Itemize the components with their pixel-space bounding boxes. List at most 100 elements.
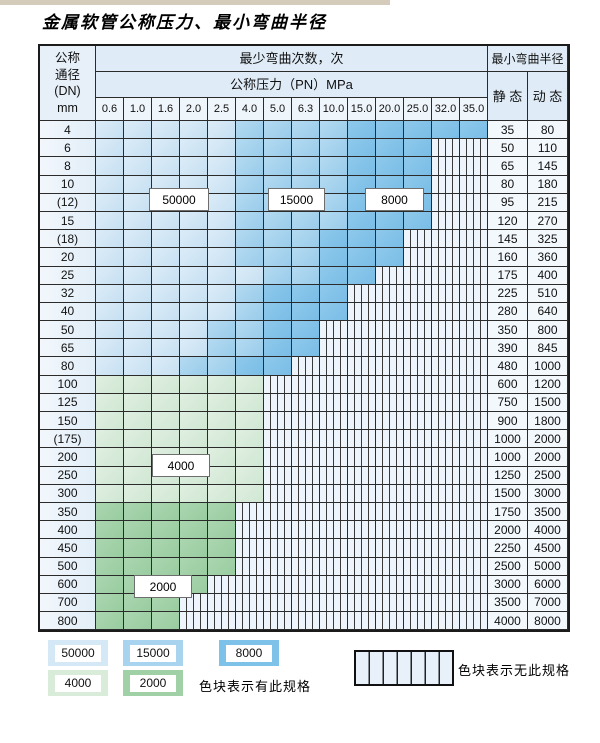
pressure-cell (180, 521, 208, 540)
pressure-cell (152, 121, 180, 140)
pressure-cell (152, 484, 180, 503)
dynamic-radius-value: 1800 (528, 412, 568, 431)
pressure-cell (236, 211, 264, 231)
pressure-cell (460, 321, 488, 340)
pressure-cell (264, 139, 292, 158)
pressure-cell (460, 484, 488, 503)
pressure-cell (376, 375, 404, 394)
pressure-cell (376, 230, 404, 249)
pressure-cell (292, 230, 320, 249)
pressure-cell (264, 302, 292, 322)
pressure-cell (432, 575, 460, 594)
pressure-cell (264, 230, 292, 249)
pressure-cell (460, 466, 488, 485)
pressure-col-header: 35.0 (460, 98, 488, 121)
pressure-col-header: 5.0 (264, 98, 292, 121)
pressure-cell (124, 357, 152, 376)
pressure-cell (208, 448, 236, 467)
static-radius-value: 3500 (488, 593, 528, 613)
pressure-cell (124, 412, 152, 431)
row-dn-label: 250 (40, 466, 96, 485)
pressure-cell (348, 211, 376, 231)
pressure-cell (180, 339, 208, 358)
pressure-cell (432, 593, 460, 613)
pressure-cell (320, 302, 348, 322)
pressure-cell (236, 484, 264, 503)
pressure-cell (96, 575, 124, 594)
pressure-cell (152, 393, 180, 412)
row-dn-label: 600 (40, 575, 96, 594)
pressure-cell (152, 230, 180, 249)
dynamic-radius-value: 110 (528, 139, 568, 158)
pressure-cell (460, 612, 488, 631)
pressure-cell (152, 211, 180, 231)
pressure-cell (236, 466, 264, 485)
pressure-cell (376, 612, 404, 631)
pressure-cell (348, 593, 376, 613)
page-title: 金属软管公称压力、最小弯曲半径 (42, 13, 327, 32)
pressure-cell (376, 284, 404, 303)
pressure-cell (376, 593, 404, 613)
pressure-cell (96, 412, 124, 431)
pressure-col-header: 0.6 (96, 98, 124, 121)
static-radius-value: 750 (488, 393, 528, 412)
legend-no-spec-text: 色块表示无此规格 (458, 663, 571, 678)
spec-table: 公称 通径 (DN) mm 最少弯曲次数，次 最小弯曲半径 公称压力（PN）MP… (38, 44, 570, 633)
pressure-cell (292, 339, 320, 358)
pressure-cell (432, 266, 460, 285)
pressure-cell (96, 266, 124, 285)
pressure-cell (180, 612, 208, 631)
pressure-cell (180, 211, 208, 231)
pressure-cell (180, 266, 208, 285)
pressure-cell (432, 521, 460, 540)
dynamic-radius-value: 4000 (528, 521, 568, 540)
static-radius-value: 390 (488, 339, 528, 358)
static-radius-value: 350 (488, 321, 528, 340)
pressure-cell (432, 430, 460, 449)
pressure-cell (180, 430, 208, 449)
pressure-cell (404, 266, 432, 285)
static-radius-value: 35 (488, 121, 528, 140)
pressure-cell (432, 357, 460, 376)
pressure-cell (124, 211, 152, 231)
pressure-cell (208, 557, 236, 576)
min-radius-header: 最小弯曲半径 (488, 46, 568, 72)
pressure-cell (320, 284, 348, 303)
pressure-cell (96, 193, 124, 212)
row-dn-label: (12) (40, 193, 96, 212)
row-dn-label: 450 (40, 539, 96, 558)
row-dn-label: 125 (40, 393, 96, 412)
pressure-cell (320, 230, 348, 249)
pressure-cell (376, 157, 404, 176)
static-radius-value: 1750 (488, 502, 528, 522)
row-dn-label: 80 (40, 357, 96, 376)
pressure-cell (236, 448, 264, 467)
pressure-cell (180, 502, 208, 522)
pressure-cell (180, 121, 208, 140)
pressure-cell (320, 175, 348, 194)
pressure-cell (460, 248, 488, 267)
pressure-cell (376, 557, 404, 576)
pressure-cell (460, 302, 488, 322)
pressure-cell (124, 139, 152, 158)
pressure-cell (460, 502, 488, 522)
pressure-cell (152, 139, 180, 158)
dynamic-radius-value: 270 (528, 211, 568, 231)
pressure-cell (96, 248, 124, 267)
pressure-cell (404, 448, 432, 467)
pressure-cell (460, 339, 488, 358)
pressure-cell (236, 357, 264, 376)
pressure-cell (152, 612, 180, 631)
dynamic-radius-value: 400 (528, 266, 568, 285)
dynamic-radius-value: 845 (528, 339, 568, 358)
row-dn-label: 800 (40, 612, 96, 631)
pressure-cell (376, 484, 404, 503)
pressure-cell (236, 284, 264, 303)
static-radius-value: 175 (488, 266, 528, 285)
pressure-cell (208, 175, 236, 194)
scan-artifact-strip (0, 0, 390, 5)
bend-cycles-header: 最少弯曲次数，次 (96, 46, 488, 72)
pressure-cell (208, 266, 236, 285)
legend-swatch-50000: 50000 (48, 640, 108, 666)
pressure-cell (124, 484, 152, 503)
